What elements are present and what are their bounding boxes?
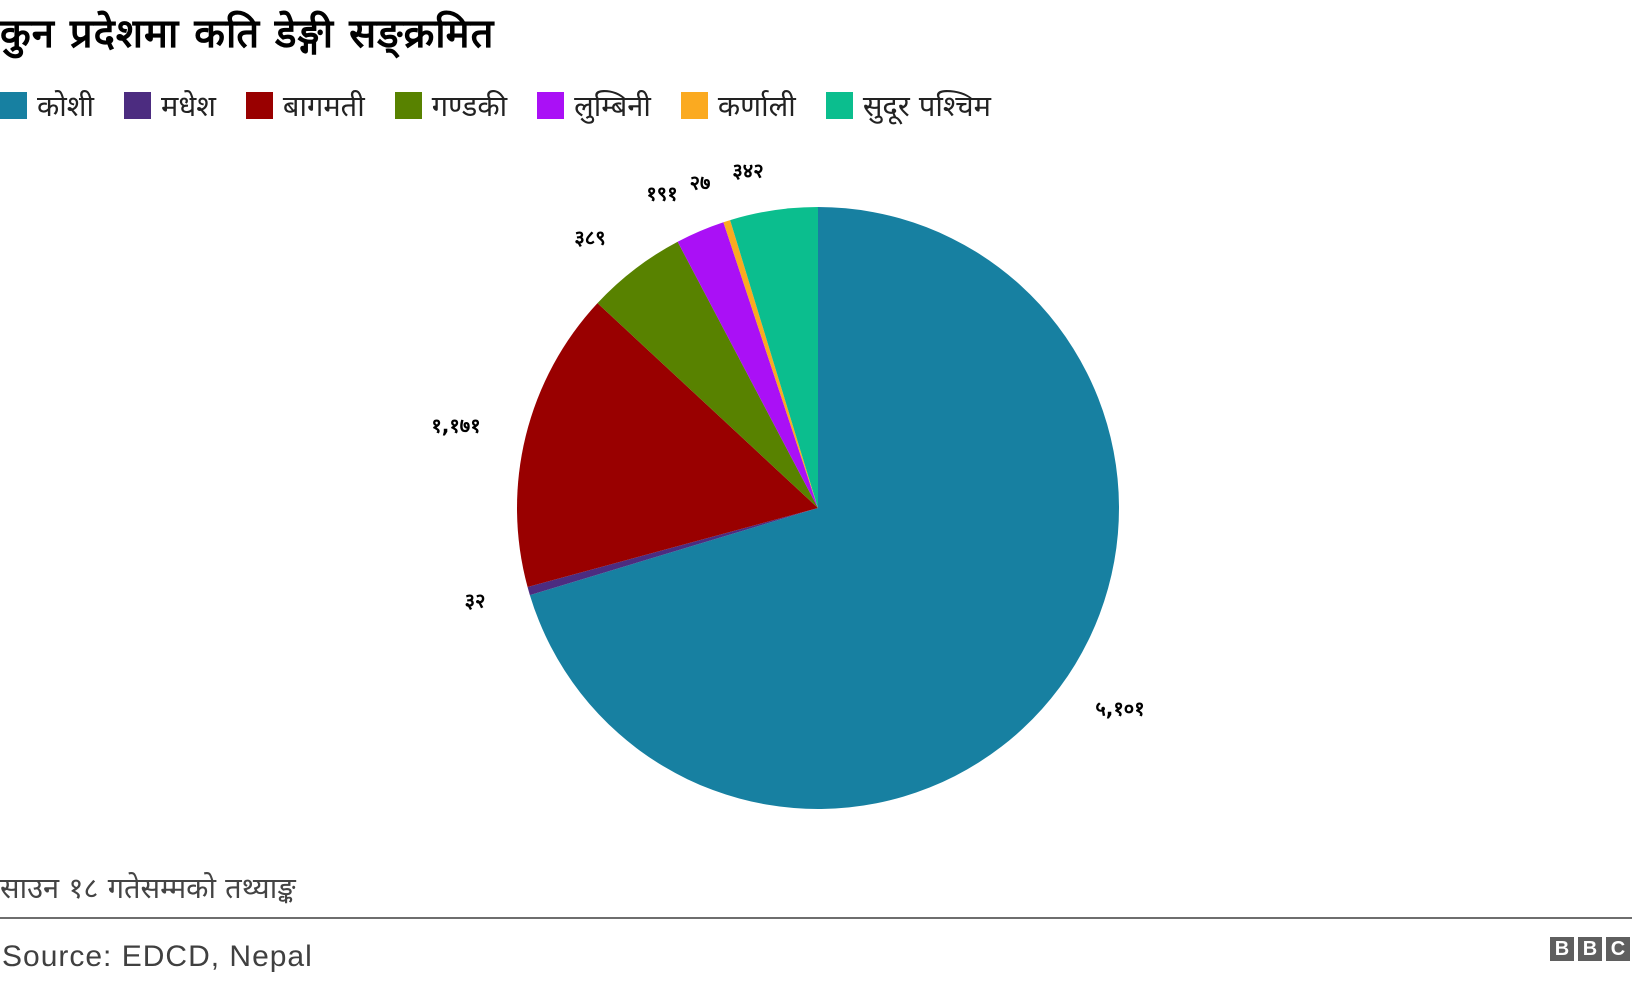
data-label: २७ — [689, 170, 711, 195]
chart-title: कुन प्रदेशमा कति डेङ्गी सङ्क्रमित — [0, 11, 495, 57]
legend-swatch — [245, 92, 273, 119]
bbc-logo-letter: B — [1550, 937, 1574, 961]
chart-legend: कोशी मधेश बागमती गण्डकी लुम्बिनी कर्णाली… — [0, 86, 1021, 125]
legend-item-lumbini: लुम्बिनी — [537, 86, 651, 125]
pie-slice — [527, 508, 818, 596]
legend-item-gandaki: गण्डकी — [394, 86, 508, 125]
legend-swatch — [537, 92, 565, 119]
pie-slice — [516, 303, 818, 588]
source-text: Source: EDCD, Nepal — [2, 940, 313, 973]
data-label: ३४२ — [732, 158, 764, 183]
bbc-logo: B B C — [1550, 937, 1630, 961]
data-label: ३२ — [464, 588, 486, 613]
legend-swatch — [825, 92, 853, 119]
data-label: १९१ — [646, 181, 678, 206]
legend-item-madhesh: मधेश — [124, 86, 216, 125]
legend-label: बागमती — [282, 89, 365, 123]
pie-slice — [529, 207, 1119, 809]
legend-swatch — [394, 92, 422, 119]
bbc-logo-letter: B — [1578, 937, 1602, 961]
legend-item-koshi: कोशी — [0, 86, 94, 125]
pie-slice — [677, 222, 818, 508]
legend-item-karnali: कर्णाली — [680, 86, 796, 125]
legend-swatch — [680, 92, 708, 119]
legend-item-sudurpashchim: सुदूर पश्चिम — [825, 86, 991, 125]
bbc-logo-letter: C — [1606, 937, 1630, 961]
data-label: १,१७१ — [431, 413, 481, 438]
legend-label: मधेश — [161, 89, 216, 123]
chart-footnote: साउन १८ गतेसम्मको तथ्याङ्क — [0, 871, 296, 905]
legend-label: सुदूर पश्चिम — [862, 89, 991, 123]
pie-slice — [730, 207, 818, 508]
data-label: ३८९ — [574, 225, 606, 250]
footer-divider — [0, 917, 1632, 919]
legend-label: लुम्बिनी — [574, 89, 651, 123]
legend-label: कोशी — [37, 89, 95, 123]
legend-swatch — [0, 92, 27, 119]
legend-label: गण्डकी — [431, 89, 508, 123]
legend-item-bagmati: बागमती — [245, 86, 365, 125]
data-label: ५,१०१ — [1095, 696, 1145, 721]
legend-swatch — [124, 92, 152, 119]
pie-slice — [597, 241, 818, 508]
pie-slice — [723, 220, 818, 509]
legend-label: कर्णाली — [717, 89, 796, 123]
